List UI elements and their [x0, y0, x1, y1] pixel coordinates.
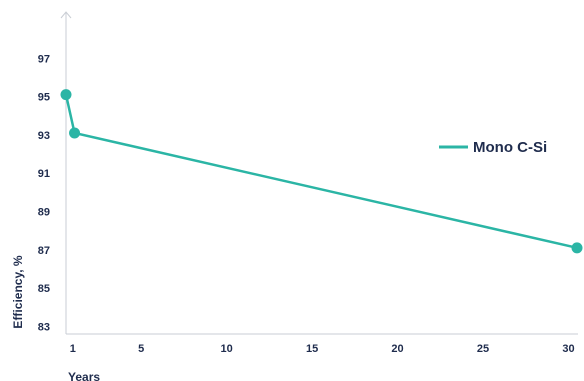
x-tick-labels: 1 5 10 15 20 25 30 [70, 343, 575, 355]
y-tick-label: 85 [38, 283, 50, 295]
y-tick-label: 91 [38, 168, 50, 180]
y-axis-arrow-icon [60, 11, 72, 19]
x-axis-title: Years [68, 370, 100, 381]
series-line-mono-c-si [64, 94, 578, 250]
y-tick-label: 83 [38, 321, 50, 333]
x-tick-label: 25 [477, 343, 489, 355]
data-point [571, 242, 583, 254]
y-tick-labels: 83 85 87 89 91 93 95 97 [38, 53, 50, 333]
y-tick-label: 97 [38, 53, 50, 65]
legend-label-mono-c-si: Mono C-Si [473, 139, 547, 156]
y-axis-title: Efficiency, % [11, 255, 25, 328]
data-point [69, 127, 81, 139]
x-tick-label: 10 [221, 343, 233, 355]
y-tick-label: 87 [38, 245, 50, 257]
series-layer [60, 89, 583, 254]
x-tick-label: 20 [391, 343, 403, 355]
x-tick-label: 15 [306, 343, 318, 355]
x-tick-label: 30 [562, 343, 574, 355]
axes [60, 11, 578, 335]
x-tick-label: 1 [70, 343, 76, 355]
data-point [60, 89, 72, 101]
legend: Mono C-Si [439, 139, 547, 156]
y-tick-label: 89 [38, 206, 50, 218]
x-tick-label: 5 [138, 343, 144, 355]
y-tick-label: 95 [38, 92, 50, 104]
y-tick-label: 93 [38, 130, 50, 142]
